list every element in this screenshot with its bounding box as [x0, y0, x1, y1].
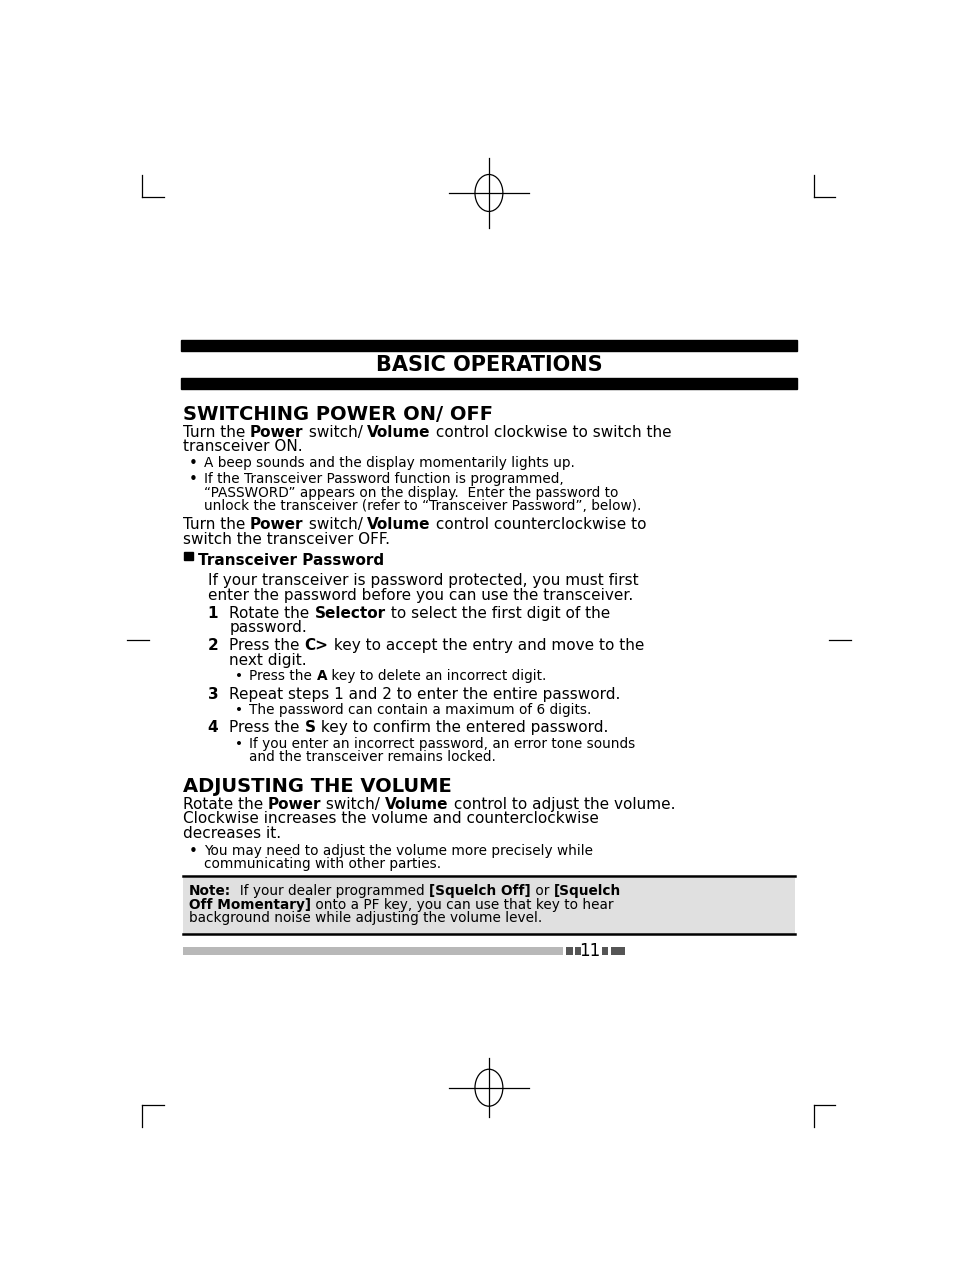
- Text: Turn the: Turn the: [183, 517, 250, 533]
- Text: S: S: [304, 720, 315, 735]
- Text: Turn the: Turn the: [183, 425, 250, 440]
- Text: switch the transceiver OFF.: switch the transceiver OFF.: [183, 531, 390, 547]
- Text: Selector: Selector: [314, 606, 385, 621]
- Text: The password can contain a maximum of 6 digits.: The password can contain a maximum of 6 …: [249, 702, 591, 716]
- Text: switch/: switch/: [321, 796, 385, 812]
- Bar: [181, 340, 796, 351]
- Text: Note:: Note:: [189, 885, 231, 899]
- Text: onto a PF key, you can use that key to hear: onto a PF key, you can use that key to h…: [311, 898, 613, 912]
- Text: SWITCHING POWER ON/ OFF: SWITCHING POWER ON/ OFF: [183, 404, 493, 424]
- Text: Press the: Press the: [229, 720, 304, 735]
- Text: BASIC OPERATIONS: BASIC OPERATIONS: [375, 355, 601, 374]
- Text: A: A: [316, 668, 327, 683]
- Text: next digit.: next digit.: [229, 653, 307, 668]
- Text: [Squelch Off]: [Squelch Off]: [429, 885, 530, 899]
- Text: background noise while adjusting the volume level.: background noise while adjusting the vol…: [189, 910, 541, 924]
- Text: enter the password before you can use the transceiver.: enter the password before you can use th…: [208, 588, 632, 604]
- Text: •: •: [235, 737, 243, 751]
- Bar: [566, 947, 572, 955]
- Text: 11: 11: [578, 942, 599, 960]
- Text: Off Momentary]: Off Momentary]: [189, 898, 311, 912]
- Bar: [601, 947, 608, 955]
- Bar: [610, 947, 624, 955]
- Text: C>: C>: [304, 638, 328, 653]
- Text: •: •: [189, 844, 197, 860]
- Text: Press the: Press the: [249, 668, 316, 683]
- Text: communicating with other parties.: communicating with other parties.: [204, 857, 441, 871]
- Text: Clockwise increases the volume and counterclockwise: Clockwise increases the volume and count…: [183, 812, 598, 827]
- Text: •: •: [235, 668, 243, 683]
- Text: If your transceiver is password protected, you must first: If your transceiver is password protecte…: [208, 573, 638, 588]
- Text: Rotate the: Rotate the: [229, 606, 314, 621]
- Text: Power: Power: [250, 517, 303, 533]
- Bar: [183, 879, 794, 933]
- Text: control to adjust the volume.: control to adjust the volume.: [448, 796, 675, 812]
- Text: “PASSWORD” appears on the display.  Enter the password to: “PASSWORD” appears on the display. Enter…: [204, 486, 618, 500]
- Bar: [181, 378, 796, 388]
- Text: •: •: [189, 456, 197, 472]
- Text: 2: 2: [208, 638, 218, 653]
- Text: to select the first digit of the: to select the first digit of the: [385, 606, 609, 621]
- Text: key to confirm the entered password.: key to confirm the entered password.: [315, 720, 607, 735]
- Text: switch/: switch/: [303, 425, 367, 440]
- Text: 3: 3: [208, 686, 218, 701]
- Text: 4: 4: [208, 720, 218, 735]
- Text: Volume: Volume: [367, 425, 431, 440]
- Text: Volume: Volume: [385, 796, 448, 812]
- Text: key to accept the entry and move to the: key to accept the entry and move to the: [328, 638, 643, 653]
- Text: Transceiver Password: Transceiver Password: [198, 553, 384, 568]
- Text: Repeat steps 1 and 2 to enter the entire password.: Repeat steps 1 and 2 to enter the entire…: [229, 686, 620, 701]
- Text: Press the: Press the: [229, 638, 304, 653]
- Text: 1: 1: [208, 606, 218, 621]
- Text: [Squelch: [Squelch: [553, 885, 620, 899]
- Text: If you enter an incorrect password, an error tone sounds: If you enter an incorrect password, an e…: [249, 737, 635, 751]
- Text: Power: Power: [250, 425, 303, 440]
- Text: If your dealer programmed: If your dealer programmed: [231, 885, 429, 899]
- Text: transceiver ON.: transceiver ON.: [183, 440, 302, 454]
- Text: switch/: switch/: [303, 517, 367, 533]
- Bar: [184, 552, 193, 560]
- Bar: [575, 947, 580, 955]
- Text: ADJUSTING THE VOLUME: ADJUSTING THE VOLUME: [183, 776, 451, 795]
- Text: decreases it.: decreases it.: [183, 825, 280, 841]
- Text: control clockwise to switch the: control clockwise to switch the: [431, 425, 671, 440]
- Text: control counterclockwise to: control counterclockwise to: [431, 517, 645, 533]
- Text: Power: Power: [268, 796, 321, 812]
- Text: Volume: Volume: [367, 517, 431, 533]
- Text: Rotate the: Rotate the: [183, 796, 268, 812]
- Text: or: or: [530, 885, 553, 899]
- Text: key to delete an incorrect digit.: key to delete an incorrect digit.: [327, 668, 546, 683]
- Text: unlock the transceiver (refer to “Transceiver Password”, below).: unlock the transceiver (refer to “Transc…: [204, 498, 641, 512]
- Text: •: •: [189, 473, 197, 487]
- Bar: [183, 947, 562, 955]
- Text: A beep sounds and the display momentarily lights up.: A beep sounds and the display momentaril…: [204, 456, 575, 470]
- Text: •: •: [235, 702, 243, 716]
- Text: password.: password.: [229, 620, 307, 635]
- Text: and the transceiver remains locked.: and the transceiver remains locked.: [249, 749, 496, 763]
- Text: If the Transceiver Password function is programmed,: If the Transceiver Password function is …: [204, 473, 563, 487]
- Text: You may need to adjust the volume more precisely while: You may need to adjust the volume more p…: [204, 844, 593, 858]
